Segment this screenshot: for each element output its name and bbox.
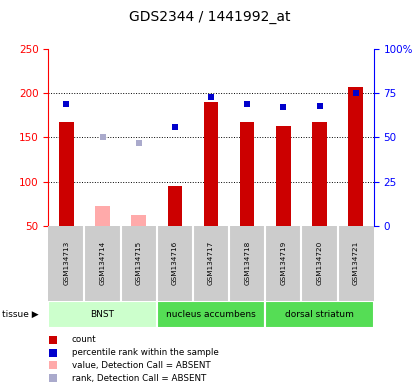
Bar [48,301,157,328]
Bar [168,186,182,226]
Text: GDS2344 / 1441992_at: GDS2344 / 1441992_at [129,10,291,23]
Bar [240,122,255,226]
Bar [265,301,374,328]
Bar [157,301,265,328]
Text: value, Detection Call = ABSENT: value, Detection Call = ABSENT [72,361,210,370]
Bar [95,206,110,226]
Bar [131,215,146,226]
Text: GSM134716: GSM134716 [172,241,178,285]
Text: GSM134713: GSM134713 [63,241,69,285]
Bar [204,102,218,226]
Text: GSM134719: GSM134719 [281,241,286,285]
Text: GSM134720: GSM134720 [317,241,323,285]
Text: BNST: BNST [91,310,115,319]
Text: nucleus accumbens: nucleus accumbens [166,310,256,319]
Text: GSM134715: GSM134715 [136,241,142,285]
Bar [349,87,363,226]
Text: GSM134718: GSM134718 [244,241,250,285]
Text: count: count [72,335,96,344]
Text: GSM134714: GSM134714 [100,241,105,285]
Bar [276,126,291,226]
Bar [59,122,74,226]
Text: tissue ▶: tissue ▶ [2,310,39,319]
Text: rank, Detection Call = ABSENT: rank, Detection Call = ABSENT [72,374,206,383]
Text: dorsal striatum: dorsal striatum [285,310,354,319]
Bar [312,122,327,226]
Text: GSM134721: GSM134721 [353,241,359,285]
Text: percentile rank within the sample: percentile rank within the sample [72,348,218,357]
Text: GSM134717: GSM134717 [208,241,214,285]
